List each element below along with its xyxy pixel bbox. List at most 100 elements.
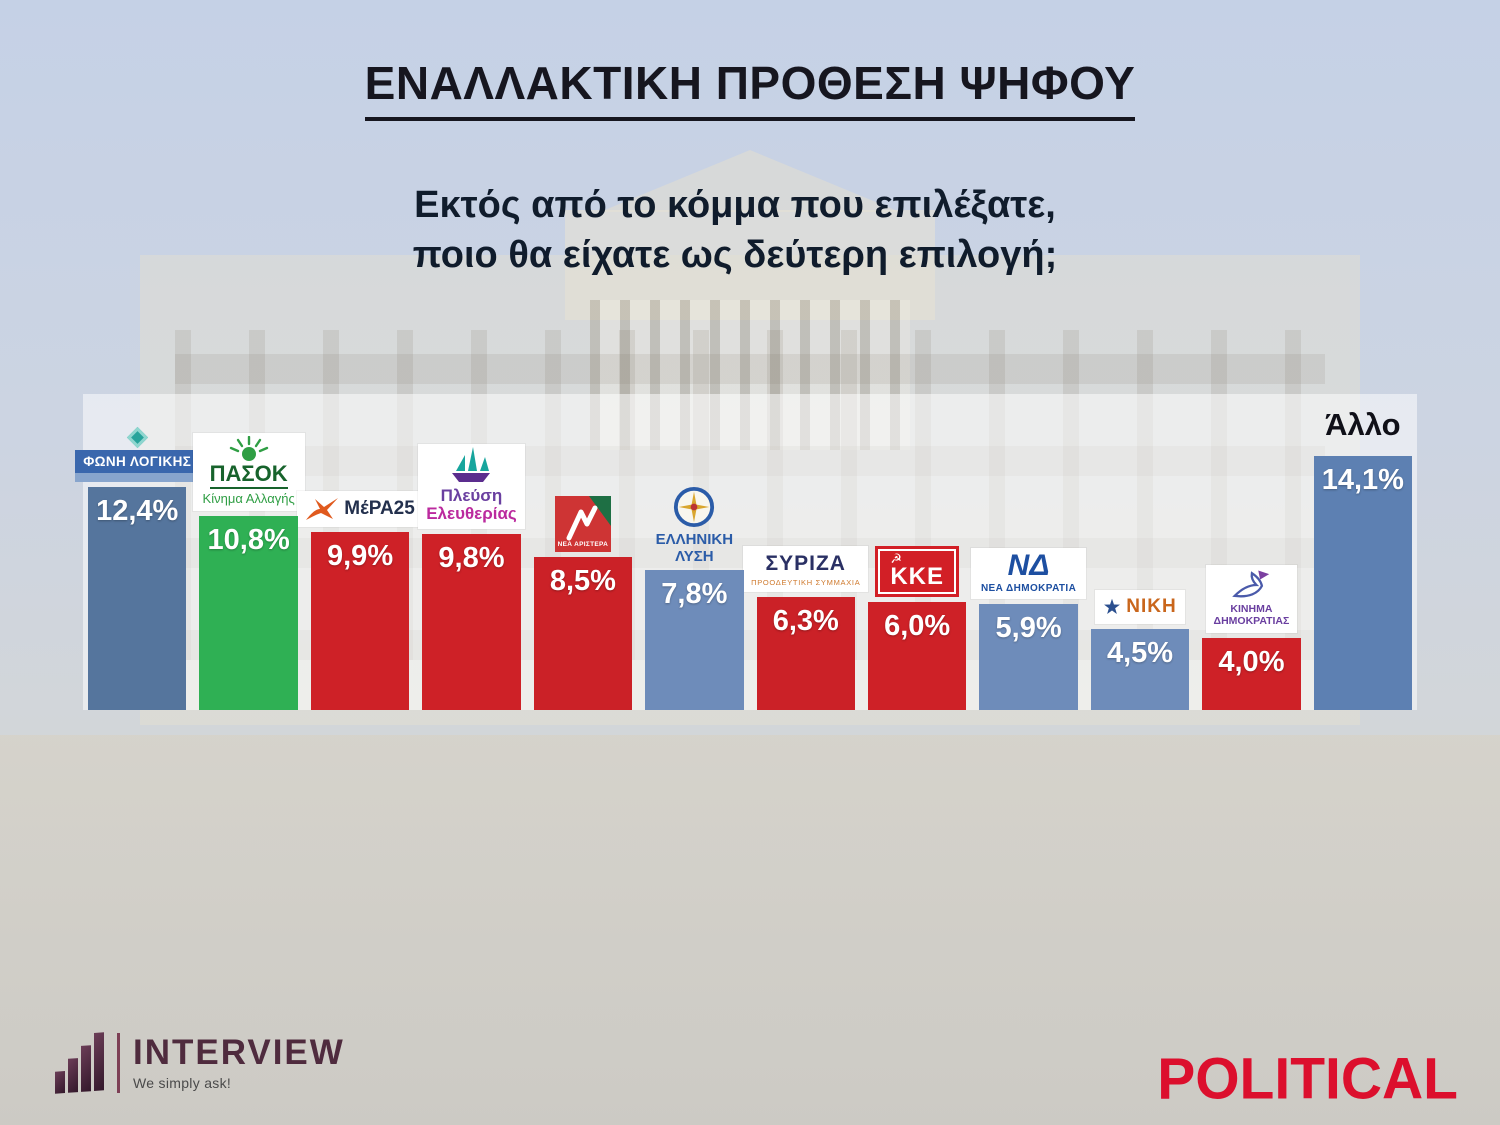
bar-pasok: 10,8%: [199, 516, 298, 710]
mera25-logo: ΜέΡΑ25: [297, 491, 423, 527]
logo-plefsi-eleftherias: Πλεύση Ελευθερίας: [418, 443, 525, 529]
bar-value-label: 10,8%: [207, 524, 290, 556]
bar-value-label: 9,9%: [327, 540, 394, 572]
other-label: Άλλο: [1325, 407, 1401, 442]
background-plaza: [0, 735, 1500, 1125]
logo-nea-aristera: ΝΕΑ ΑΡΙΣΤΕΡΑ: [554, 496, 611, 552]
logo-pasok: ΠΑΣΟΚ Κίνημα Αλλαγής: [192, 432, 305, 511]
bar-value-label: 4,5%: [1106, 637, 1174, 669]
party-subtitle: ΠΡΟΟΔΕΥΤΙΚΗ ΣΥΜΜΑΧΙΑ: [751, 578, 861, 587]
bar-column-pasok: ΠΑΣΟΚ Κίνημα Αλλαγής 10,8%: [192, 432, 305, 710]
bar-column-plefsi-eleftherias: Πλεύση Ελευθερίας 9,8%: [418, 443, 525, 710]
interview-logo-text: INTERVIEW We simply ask!: [133, 1035, 345, 1091]
bar-value-label: 7,8%: [661, 578, 728, 610]
nea-aristera-logo: ΝΕΑ ΑΡΙΣΤΕΡΑ: [554, 496, 611, 552]
nea-dimokratia-logo: ΝΔ ΝΕΑ ΔΗΜΟΚΡΑΤΙΑ: [970, 548, 1087, 599]
bar-value-label: 6,0%: [884, 610, 951, 642]
bar-shape: [81, 1045, 91, 1092]
bar-shape: [68, 1058, 78, 1093]
bar-shape: [55, 1071, 65, 1094]
question-subtitle: Εκτός από το κόμμα που επιλέξατε, ποιο θ…: [0, 180, 1470, 280]
logo-allo: Άλλο: [1325, 407, 1400, 451]
bar-foni-logikis: 12,4%: [88, 487, 187, 710]
party-name: ΣΥΡΙΖΑ: [765, 552, 846, 575]
bar-kinima-dimokratias: 4,0%: [1202, 638, 1301, 710]
nd-monogram: ΝΔ: [1007, 549, 1050, 582]
party-name: ΝΕΑ ΔΗΜΟΚΡΑΤΙΑ: [980, 583, 1077, 594]
bars-row: ΦΩΝΗ ΛΟΓΙΚΗΣ 12,4% ΠΑΣΟΚ Κίνημα Αλλαγής 10,8…: [75, 407, 1413, 710]
red-green-square-icon: [554, 496, 611, 552]
interview-bars-icon: [55, 1032, 104, 1094]
header: ΕΝΑΛΛΑΚΤΙΚΗ ΠΡΟΘΕΣΗ ΨΗΦΟΥ: [0, 56, 1500, 121]
bar-column-elliniki-lysi: ΕΛΛΗΝΙΚΗ ΛΥΣΗ 7,8%: [645, 486, 744, 710]
bar-shape: [94, 1032, 104, 1091]
party-subtitle: Κίνημα Αλλαγής: [202, 491, 295, 506]
bar-column-mera25: ΜέΡΑ25 9,9%: [297, 491, 423, 710]
elliniki-lysi-logo: ΕΛΛΗΝΙΚΗ ΛΥΣΗ: [655, 486, 734, 566]
green-sun-icon: [229, 435, 269, 462]
party-name: ΚΙΝΗΜΑ: [1230, 602, 1273, 615]
dove-icon: [1231, 568, 1271, 602]
party-name-2: ΔΗΜΟΚΡΑΤΙΑΣ: [1213, 615, 1290, 628]
bar-column-nea-dimokratia: ΝΔ ΝΕΑ ΔΗΜΟΚΡΑΤΙΑ 5,9%: [970, 548, 1087, 710]
party-name: ΦΩΝΗ ΛΟΓΙΚΗΣ: [75, 450, 200, 473]
party-name: Πλεύση: [440, 485, 503, 505]
star-icon: [1103, 598, 1121, 616]
bar-column-foni-logikis: ΦΩΝΗ ΛΟΓΙΚΗΣ 12,4%: [75, 426, 200, 710]
bar-column-kinima-dimokratias: ΚΙΝΗΜΑ ΔΗΜΟΚΡΑΤΙΑΣ 4,0%: [1202, 564, 1301, 710]
logo-niki: ΝΙΚΗ: [1095, 590, 1185, 624]
bar-allo: 14,1%: [1313, 456, 1413, 710]
party-name-2: ΛΥΣΗ: [675, 547, 714, 565]
bar-value-label: 6,3%: [772, 605, 839, 637]
party-name: ΠΑΣΟΚ: [209, 461, 288, 489]
kke-logo: ☭ ΚΚΕ: [875, 546, 959, 597]
logo-nea-dimokratia: ΝΔ ΝΕΑ ΔΗΜΟΚΡΑΤΙΑ: [970, 548, 1087, 599]
logo-foni-logikis: ΦΩΝΗ ΛΟΓΙΚΗΣ: [75, 426, 200, 482]
party-name-2: Ελευθερίας: [426, 504, 517, 524]
bar-niki: 4,5%: [1090, 629, 1190, 710]
logo-kinima-dimokratias: ΚΙΝΗΜΑ ΔΗΜΟΚΡΑΤΙΑΣ: [1205, 564, 1298, 633]
kinima-dimokratias-logo: ΚΙΝΗΜΑ ΔΗΜΟΚΡΑΤΙΑΣ: [1205, 564, 1298, 633]
party-name: ΕΛΛΗΝΙΚΗ: [655, 530, 734, 548]
bird-icon: [305, 497, 339, 521]
party-name: ΚΚΕ: [890, 563, 944, 590]
plefsi-eleftherias-logo: Πλεύση Ελευθερίας: [418, 443, 525, 529]
bar-plefsi-eleftherias: 9,8%: [422, 534, 521, 710]
foni-diamond-icon: [126, 426, 148, 449]
bar-value-label: 8,5%: [549, 565, 616, 597]
logo-kke: ☭ ΚΚΕ: [875, 546, 959, 597]
compass-icon: [673, 486, 715, 528]
bar-column-kke: ☭ ΚΚΕ 6,0%: [867, 546, 967, 710]
hammer-sickle-icon: ☭: [890, 551, 902, 566]
bar-value-label: 4,0%: [1218, 646, 1285, 678]
bar-value-label: 14,1%: [1321, 464, 1404, 496]
interview-wordmark: INTERVIEW: [133, 1033, 345, 1072]
bar-nea-aristera: 8,5%: [533, 557, 633, 710]
background-building-pediment: [600, 150, 900, 212]
subtitle-line-1: Εκτός από το κόμμα που επιλέξατε,: [414, 184, 1056, 226]
foni-substrip: [75, 473, 200, 482]
niki-logo: ΝΙΚΗ: [1095, 590, 1185, 624]
logo-elliniki-lysi: ΕΛΛΗΝΙΚΗ ΛΥΣΗ: [655, 486, 734, 566]
interview-tagline: We simply ask!: [133, 1075, 232, 1091]
bar-value-label: 9,8%: [438, 542, 505, 574]
interview-logo-divider: [117, 1033, 120, 1093]
bar-nea-dimokratia: 5,9%: [979, 604, 1078, 710]
political-wordmark: POLITICAL: [1157, 1046, 1458, 1112]
bar-column-syriza: ΣΥΡΙΖΑ ΠΡΟΟΔΕΥΤΙΚΗ ΣΥΜΜΑΧΙΑ 6,3%: [743, 546, 869, 710]
bar-syriza: 6,3%: [756, 597, 855, 710]
bar-value-label: 5,9%: [995, 612, 1062, 644]
bar-elliniki-lysi: 7,8%: [645, 570, 744, 710]
syriza-logo: ΣΥΡΙΖΑ ΠΡΟΟΔΕΥΤΙΚΗ ΣΥΜΜΑΧΙΑ: [743, 546, 869, 592]
kke-flag: ☭ ΚΚΕ: [875, 546, 959, 597]
bar-column-allo: Άλλο 14,1%: [1313, 407, 1413, 710]
sailboat-icon: [448, 446, 494, 486]
bar-kke: 6,0%: [867, 602, 967, 710]
party-name: ΜέΡΑ25: [344, 498, 415, 519]
bar-column-niki: ΝΙΚΗ 4,5%: [1090, 590, 1190, 710]
party-name: ΝΙΚΗ: [1126, 596, 1177, 617]
logo-syriza: ΣΥΡΙΖΑ ΠΡΟΟΔΕΥΤΙΚΗ ΣΥΜΜΑΧΙΑ: [743, 546, 869, 592]
pasok-logo: ΠΑΣΟΚ Κίνημα Αλλαγής: [192, 432, 305, 511]
foni-logikis-logo: ΦΩΝΗ ΛΟΓΙΚΗΣ: [75, 426, 200, 482]
